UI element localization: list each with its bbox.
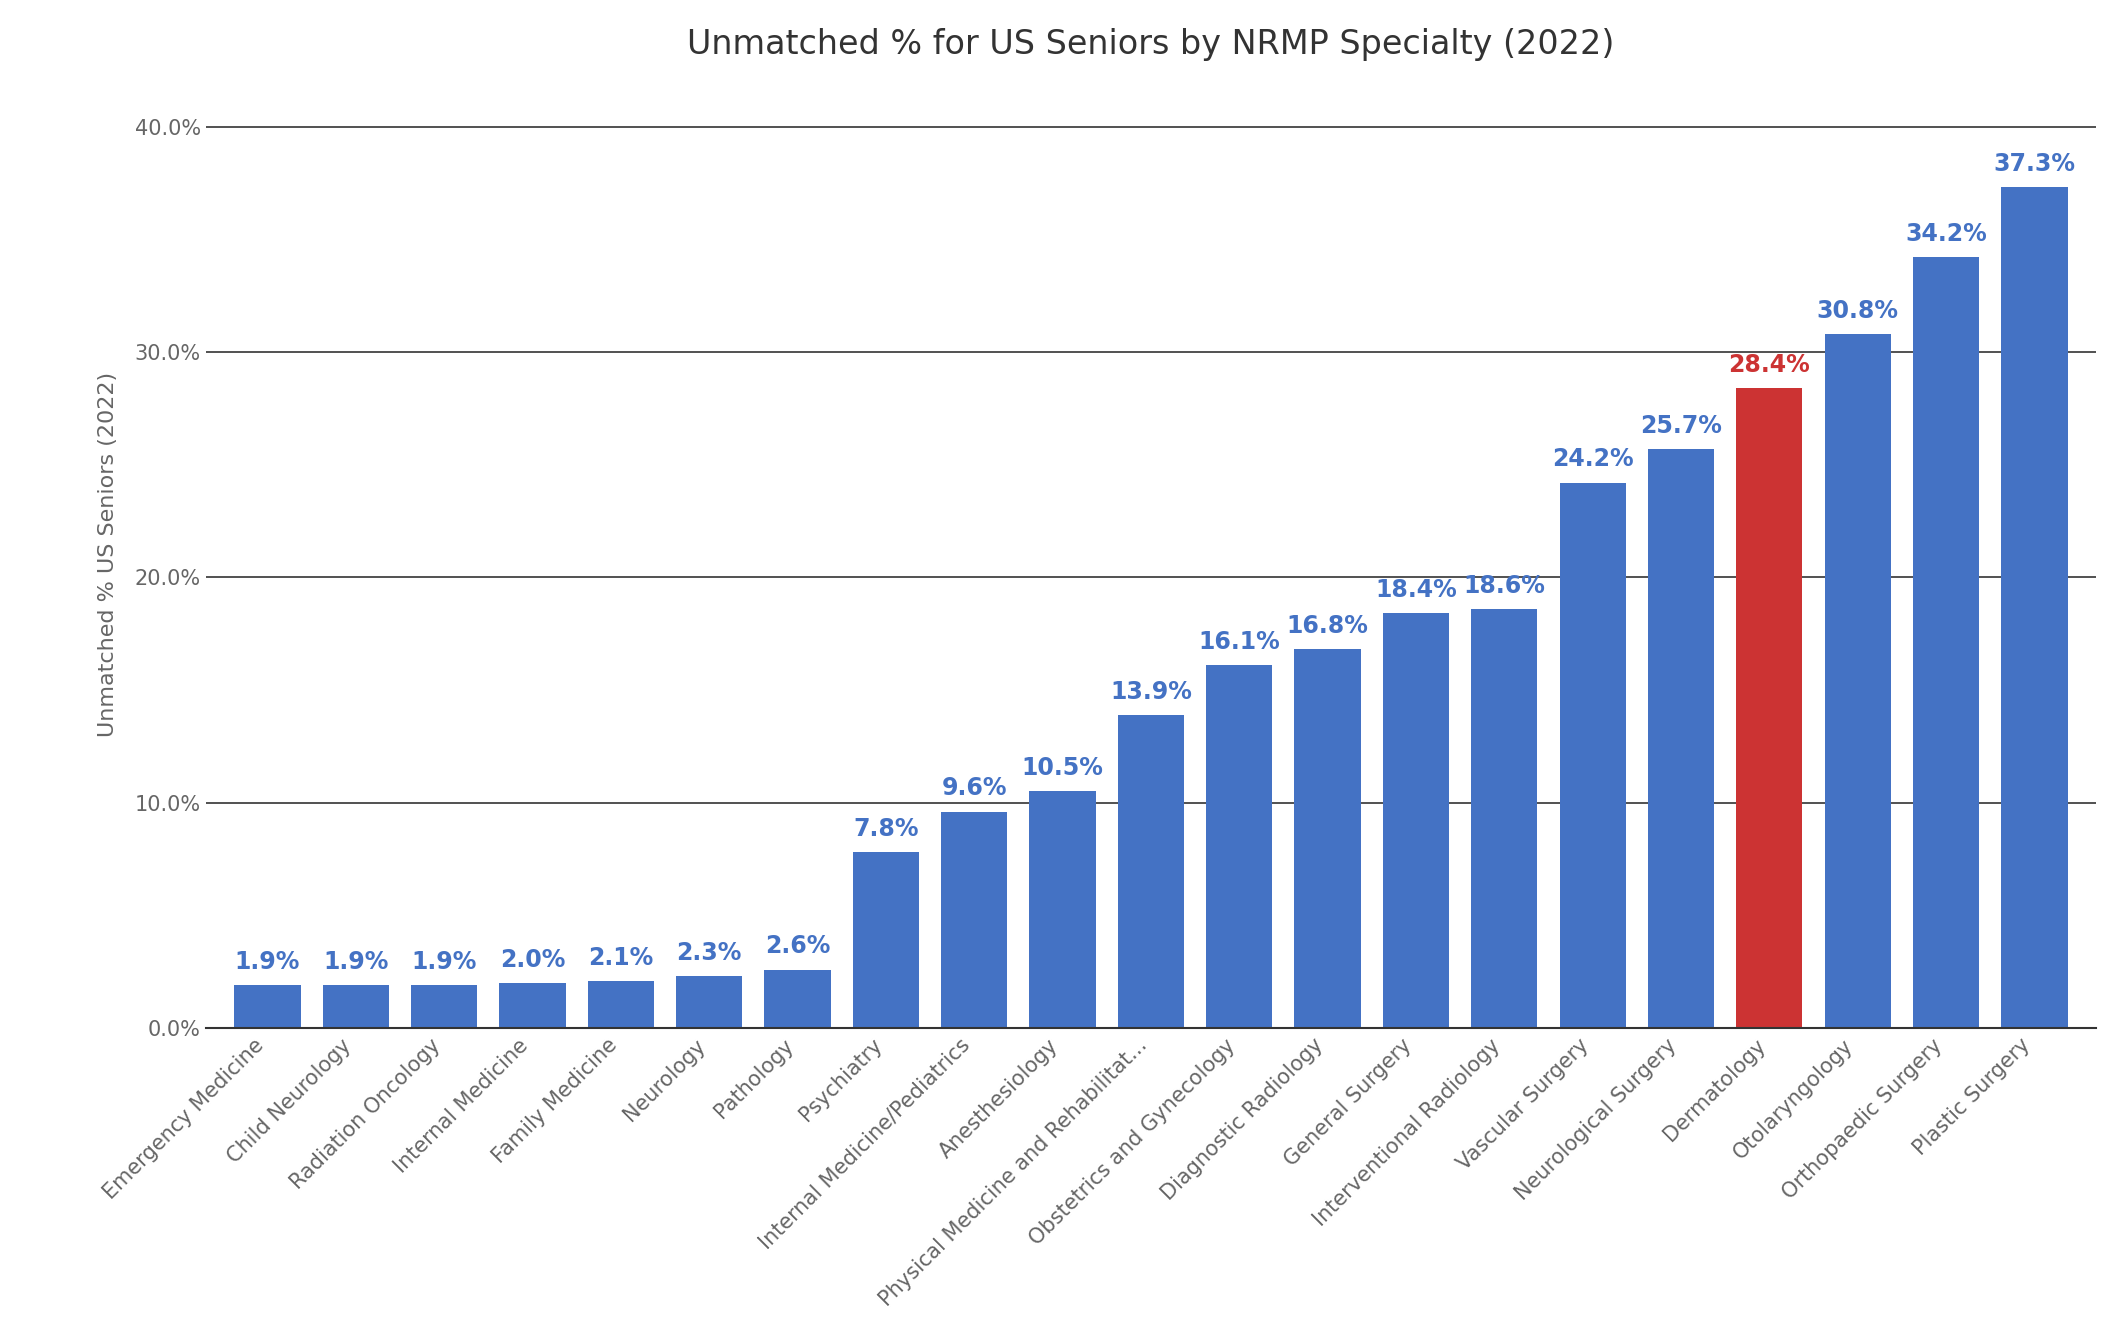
Text: 10.5%: 10.5% [1022,756,1104,780]
Text: 1.9%: 1.9% [412,950,476,974]
Bar [941,812,1007,1028]
Text: 24.2%: 24.2% [1553,447,1633,471]
Text: 25.7%: 25.7% [1640,413,1723,438]
Bar [2001,187,2067,1028]
Bar [675,977,741,1028]
Text: 16.8%: 16.8% [1287,614,1368,638]
Bar [1914,257,1980,1028]
Bar [499,983,565,1028]
Y-axis label: Unmatched % US Seniors (2022): Unmatched % US Seniors (2022) [98,372,119,737]
Bar [323,985,389,1028]
Bar [1030,792,1096,1028]
Bar [1472,609,1538,1028]
Bar [1383,613,1449,1028]
Bar [1735,388,1803,1028]
Bar [1294,649,1361,1028]
Text: 1.9%: 1.9% [236,950,299,974]
Text: 37.3%: 37.3% [1994,153,2075,177]
Bar [234,985,302,1028]
Text: 9.6%: 9.6% [941,776,1007,800]
Bar [765,970,830,1028]
Text: 13.9%: 13.9% [1111,680,1192,704]
Bar [588,981,654,1028]
Text: 2.1%: 2.1% [588,946,654,970]
Text: 7.8%: 7.8% [854,818,918,842]
Title: Unmatched % for US Seniors by NRMP Specialty (2022): Unmatched % for US Seniors by NRMP Speci… [688,28,1614,60]
Text: 16.1%: 16.1% [1198,630,1281,654]
Text: 28.4%: 28.4% [1729,353,1810,377]
Text: 2.6%: 2.6% [765,934,830,958]
Bar [1559,483,1625,1028]
Bar [1825,334,1890,1028]
Bar [852,852,920,1028]
Text: 18.4%: 18.4% [1374,578,1457,602]
Bar [1117,714,1183,1028]
Text: 1.9%: 1.9% [323,950,389,974]
Bar [1648,450,1714,1028]
Bar [1206,665,1272,1028]
Text: 2.0%: 2.0% [499,947,565,971]
Text: 30.8%: 30.8% [1816,298,1899,322]
Bar [412,985,478,1028]
Text: 18.6%: 18.6% [1463,574,1546,598]
Text: 34.2%: 34.2% [1905,222,1986,246]
Text: 2.3%: 2.3% [675,941,741,965]
